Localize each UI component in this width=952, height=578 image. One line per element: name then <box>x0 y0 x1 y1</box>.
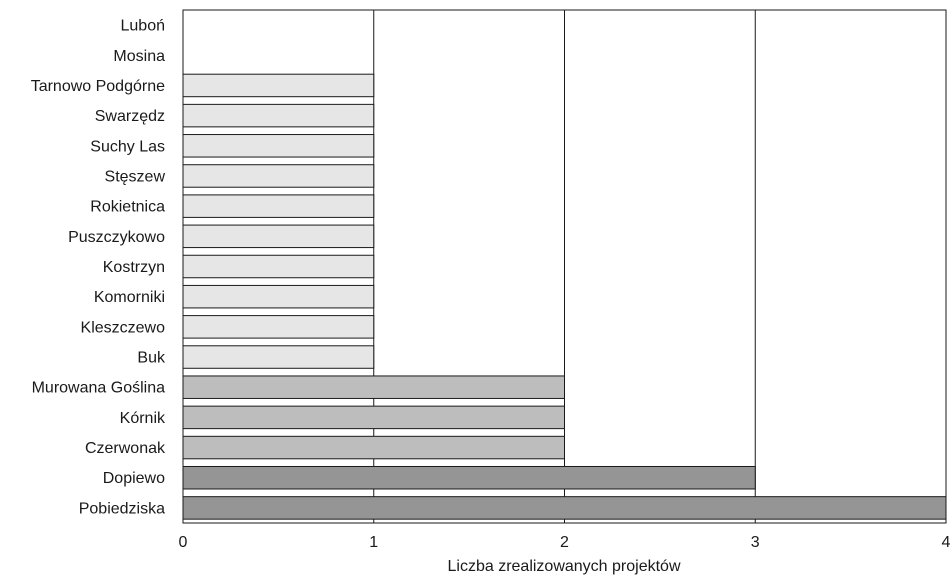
category-label: Murowana Goślina <box>32 380 166 397</box>
category-label: Puszczykowo <box>68 229 165 246</box>
category-label: Mosina <box>113 48 165 65</box>
bar <box>182 103 375 128</box>
bar <box>182 254 375 279</box>
bar <box>182 465 756 490</box>
category-label: Dopiewo <box>103 470 165 487</box>
x-tick-label: 3 <box>751 534 760 551</box>
bar <box>182 224 375 249</box>
x-tick-label: 2 <box>560 534 569 551</box>
x-tick-labels: 0 1 2 3 4 <box>179 534 951 551</box>
bar <box>182 315 375 339</box>
bar <box>182 405 565 430</box>
bar <box>182 284 375 309</box>
bar <box>182 375 565 399</box>
bar <box>182 134 375 158</box>
bar <box>182 164 375 188</box>
x-tick-label: 0 <box>179 534 188 551</box>
category-label: Kostrzyn <box>103 259 165 276</box>
category-label: Kleszczewo <box>81 319 166 336</box>
category-label: Swarzędz <box>95 108 165 125</box>
category-label: Czerwonak <box>85 440 166 457</box>
bar <box>182 435 565 460</box>
category-labels: Luboń Mosina Tarnowo Podgórne Swarzędz Suchy… <box>31 18 166 518</box>
x-axis-label: Liczba zrealizowanych projektów <box>448 558 681 575</box>
category-label: Suchy Las <box>90 138 165 155</box>
x-tick-label: 1 <box>369 534 378 551</box>
bar <box>182 345 375 369</box>
bar <box>182 73 375 98</box>
category-label: Kórnik <box>120 410 166 427</box>
category-label: Pobiedziska <box>79 500 165 517</box>
category-label: Luboń <box>121 18 166 35</box>
category-label: Komorniki <box>94 289 165 306</box>
x-tick-label: 4 <box>942 534 951 551</box>
category-label: Rokietnica <box>90 199 165 216</box>
category-label: Stęszew <box>105 168 166 185</box>
plot-frame <box>182 9 947 524</box>
bar <box>182 496 947 520</box>
category-label: Buk <box>137 350 166 367</box>
bar <box>182 194 375 218</box>
category-label: Tarnowo Podgórne <box>31 78 165 95</box>
